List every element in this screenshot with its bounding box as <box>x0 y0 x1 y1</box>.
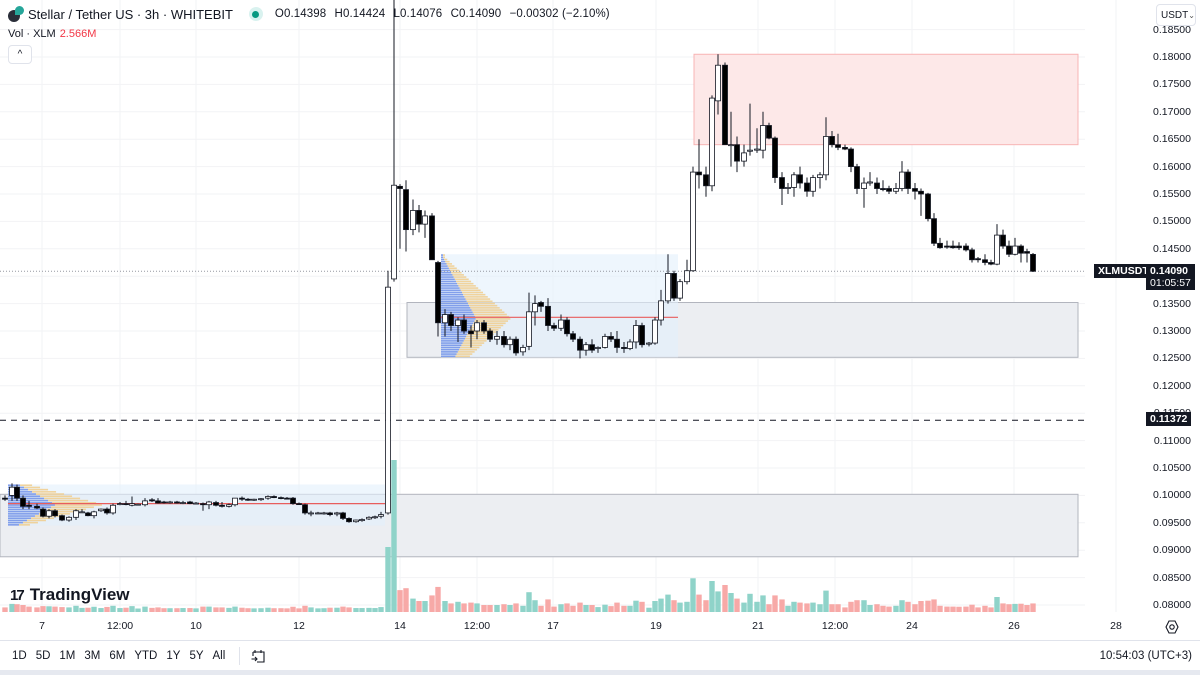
current-price-label: 0.14090 01:05:57 <box>1146 264 1195 290</box>
price-tick: 0.08000 <box>1153 599 1191 611</box>
price-tick: 0.15000 <box>1153 215 1191 228</box>
price-chart[interactable] <box>0 0 1200 640</box>
time-tick: 14 <box>394 620 406 632</box>
price-tick: 0.16500 <box>1153 133 1191 146</box>
price-tick: 0.10500 <box>1153 462 1191 474</box>
time-tick: 28 <box>1110 620 1122 632</box>
symbol-title[interactable]: Stellar / Tether US · 3h · WHITEBIT <box>28 6 233 22</box>
price-tick: 0.13500 <box>1153 297 1191 310</box>
range-button-5y[interactable]: 5Y <box>189 649 204 662</box>
tradingview-logo[interactable]: 17 TradingView <box>10 585 130 605</box>
ohlc-values: O0.14398 H0.14424 L0.14076 C0.14090 −0.0… <box>275 8 615 20</box>
currency-selector[interactable]: USDT ⌄ <box>1156 4 1196 26</box>
range-button-3m[interactable]: 3M <box>84 649 101 662</box>
calendar-goto-icon[interactable] <box>250 648 266 664</box>
volume-value: 2.566M <box>59 28 97 40</box>
price-tick: 0.17500 <box>1153 78 1191 91</box>
low-value: L0.14076 <box>393 8 443 20</box>
price-tick: 0.08500 <box>1153 571 1191 584</box>
market-status-icon[interactable] <box>248 7 263 21</box>
range-button-5d[interactable]: 5D <box>35 649 51 662</box>
price-tick: 0.15500 <box>1153 188 1191 200</box>
toolbar-divider <box>239 646 241 665</box>
chart-settings-icon[interactable] <box>1164 619 1180 635</box>
tradingview-wordmark: TradingView <box>29 585 130 604</box>
tradingview-mark-icon: 17 <box>10 586 25 604</box>
range-button-1d[interactable]: 1D <box>12 649 27 662</box>
range-buttons: 1D 5D 1M 3M 6M YTD 1Y 5Y All <box>0 650 225 662</box>
price-tick: 0.09500 <box>1153 516 1191 529</box>
price-tick: 0.09000 <box>1153 544 1191 557</box>
candlesticks[interactable] <box>2 0 1036 523</box>
time-tick: 12:00 <box>821 620 849 632</box>
time-tick: 12:00 <box>463 620 491 632</box>
volume-histogram <box>2 460 1036 612</box>
price-tick-partial: 0.18500 <box>1153 23 1191 36</box>
time-tick: 21 <box>752 620 764 632</box>
time-tick: 24 <box>906 620 918 632</box>
resistance-zone[interactable] <box>693 53 1079 146</box>
range-button-ytd[interactable]: YTD <box>134 649 158 662</box>
time-tick: 12 <box>293 620 305 632</box>
open-value: O0.14398 <box>274 8 327 20</box>
close-value: C0.14090 <box>450 8 502 20</box>
time-tick: 19 <box>650 620 662 632</box>
price-tick: 0.14500 <box>1153 242 1191 255</box>
symbol-legend: Stellar / Tether US · 3h · WHITEBIT O0.1… <box>8 6 615 22</box>
price-tick: 0.17000 <box>1153 105 1191 118</box>
range-button-all[interactable]: All <box>212 649 226 662</box>
time-tick: 26 <box>1008 620 1020 632</box>
range-button-1m[interactable]: 1M <box>59 649 76 662</box>
price-tick: 0.18000 <box>1153 51 1191 63</box>
chevron-up-icon: ^ <box>17 49 23 60</box>
volume-legend: Vol · XLM 2.566M <box>8 28 96 40</box>
volume-profile-1[interactable] <box>8 484 385 526</box>
price-tick: 0.10000 <box>1153 489 1191 502</box>
bottom-strip <box>0 670 1200 675</box>
currency-label: USDT <box>1161 9 1189 21</box>
price-tick: 0.12000 <box>1153 379 1191 392</box>
chevron-down-icon: ⌄ <box>1188 10 1195 20</box>
range-button-1y[interactable]: 1Y <box>166 649 181 662</box>
price-tick: 0.13000 <box>1153 325 1191 337</box>
price-tick: 0.12500 <box>1153 352 1191 365</box>
time-tick: 10 <box>190 620 202 632</box>
price-tick: 0.11000 <box>1153 434 1191 447</box>
collapse-legend-button[interactable]: ^ <box>8 45 32 64</box>
stellar-logo-icon <box>8 6 24 22</box>
time-tick: 12:00 <box>106 620 134 632</box>
bar-countdown: 01:05:57 <box>1150 277 1191 289</box>
volume-label: Vol · XLM <box>8 28 56 40</box>
bottom-toolbar: 1D 5D 1M 3M 6M YTD 1Y 5Y All 10:54:03 (UTC+3) <box>0 640 1200 670</box>
high-value: H0.14424 <box>334 8 386 20</box>
price-tick: 0.16000 <box>1153 160 1191 173</box>
current-price: 0.14090 <box>1150 265 1188 277</box>
timezone-clock[interactable]: 10:54:03 (UTC+3) <box>1099 649 1192 662</box>
range-button-6m[interactable]: 6M <box>109 649 126 662</box>
time-tick: 17 <box>547 620 559 632</box>
time-tick: 7 <box>39 620 45 632</box>
symbol-price-tag: XLMUSDT <box>1094 264 1153 278</box>
horizontal-line-price-label: 0.11372 <box>1146 412 1192 426</box>
change-value: −0.00302 (−2.10%) <box>509 8 610 20</box>
